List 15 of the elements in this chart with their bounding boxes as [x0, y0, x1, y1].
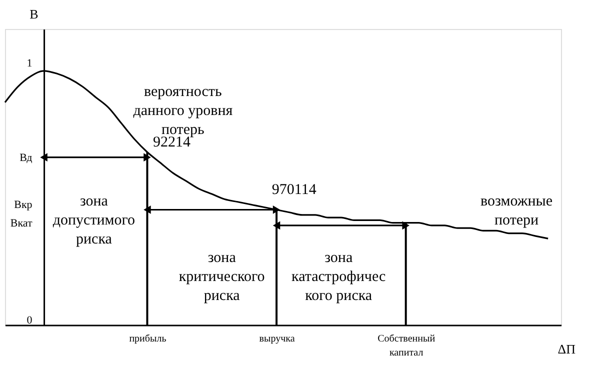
- x-axis-title: ΔП: [558, 342, 576, 356]
- x-tick-label: прибыль: [129, 334, 167, 344]
- annotation: зона критического риска: [178, 250, 265, 304]
- x-tick-label: выручка: [259, 334, 296, 344]
- y-tick-label: 1: [26, 58, 32, 70]
- annotation: 970114: [272, 182, 317, 198]
- annotation: зона допустимого риска: [52, 194, 136, 248]
- y-tick-label: Вкр: [14, 199, 33, 212]
- annotation: возможные потери: [480, 194, 553, 229]
- y-tick-label: Вд: [20, 152, 33, 164]
- y-axis-title: В: [30, 6, 39, 22]
- annotation: зона катастрофичес кого риска: [292, 250, 386, 304]
- y-tick-label: 0: [26, 314, 33, 326]
- y-tick-label: Вкат: [10, 217, 32, 230]
- x-tick-label: Собственный капитал: [378, 334, 436, 358]
